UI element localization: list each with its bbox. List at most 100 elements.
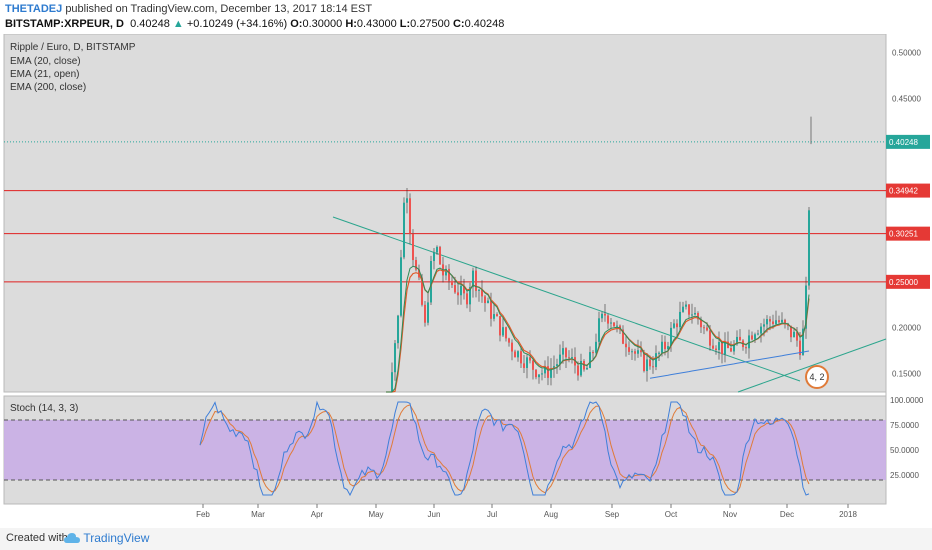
candle-body <box>736 336 738 345</box>
candle-body <box>505 327 507 339</box>
candle-body <box>730 348 732 352</box>
candle-body <box>454 285 456 293</box>
last-price: 0.40248 <box>130 18 170 30</box>
candle-body <box>751 335 753 340</box>
candle-body <box>673 323 675 328</box>
candle-body <box>760 326 762 334</box>
candle-body <box>625 343 627 348</box>
candle-body <box>784 319 786 324</box>
candle-body <box>745 347 747 349</box>
candle-body <box>697 313 699 320</box>
candle-body <box>535 369 537 378</box>
candle-body <box>709 330 711 346</box>
candle-body <box>439 246 441 265</box>
low-value: 0.27500 <box>410 18 450 30</box>
candles <box>388 116 812 392</box>
candle-body <box>769 319 771 322</box>
price-axis[interactable] <box>886 34 932 504</box>
candle-body <box>721 342 723 355</box>
x-tick-label: Aug <box>544 510 558 519</box>
publish-header: THETADEJ published on TradingView.com, D… <box>5 3 372 15</box>
candle-body <box>598 318 600 342</box>
price-change: +0.10249 (+34.16%) <box>186 18 288 30</box>
main-pane[interactable] <box>3 33 887 393</box>
ema200-line <box>649 350 810 379</box>
candle-body <box>658 352 660 354</box>
x-tick-label: May <box>368 510 383 519</box>
candle-body <box>589 352 591 368</box>
candle-body <box>532 360 534 370</box>
candle-body <box>793 331 795 338</box>
candle-body <box>637 350 639 354</box>
candle-body <box>391 372 393 392</box>
candle-body <box>424 304 426 323</box>
y-tick-label: 0.20000 <box>892 324 921 333</box>
legend-ema200: EMA (200, close) <box>10 82 86 93</box>
candle-body <box>655 353 657 368</box>
candle-body <box>718 342 720 350</box>
candle-body <box>652 366 654 368</box>
candle-body <box>529 357 531 361</box>
candle-body <box>565 348 567 358</box>
candle-body <box>577 365 579 376</box>
candle-body <box>595 341 597 353</box>
candle-body <box>496 314 498 317</box>
price-chart[interactable]: 0.500000.450000.400000.350000.300000.250… <box>0 33 932 530</box>
candle-body <box>475 270 477 291</box>
candle-body <box>604 313 606 316</box>
stoch-tick-label: 75.0000 <box>890 421 919 430</box>
candle-body <box>547 366 549 378</box>
candle-body <box>748 335 750 349</box>
candle-body <box>403 202 405 258</box>
close-value: 0.40248 <box>464 18 505 30</box>
candle-body <box>727 341 729 349</box>
ascending-trendline[interactable] <box>737 338 887 393</box>
candle-body <box>757 333 759 335</box>
publish-info: published on TradingView.com, December 1… <box>65 3 373 15</box>
candle-body <box>448 268 450 281</box>
candle-body <box>754 334 756 340</box>
level-label: 0.25000 <box>889 278 918 287</box>
candle-body <box>766 319 768 325</box>
candle-body <box>640 350 642 353</box>
candle-body <box>415 260 417 270</box>
candle-body <box>568 357 570 359</box>
symbol-label: BITSTAMP:XRPEUR, D <box>5 18 124 30</box>
candle-body <box>733 344 735 352</box>
cloud-icon <box>64 532 80 543</box>
legend-title: Ripple / Euro, D, BITSTAMP <box>10 42 136 53</box>
candle-body <box>541 373 543 375</box>
candle-body <box>430 261 432 303</box>
x-tick-label: Sep <box>605 510 620 519</box>
up-arrow-icon: ▲ <box>172 18 184 30</box>
candle-body <box>580 360 582 376</box>
candle-body <box>607 315 609 324</box>
candle-body <box>646 359 648 372</box>
candle-body <box>724 341 726 355</box>
candle-body <box>412 233 414 261</box>
candle-body <box>592 352 594 354</box>
candle-body <box>451 280 453 286</box>
stoch-label: Stoch (14, 3, 3) <box>10 403 78 414</box>
candle-body <box>571 357 573 359</box>
candle-body <box>514 351 516 358</box>
candle-body <box>445 268 447 276</box>
high-value: 0.43000 <box>356 18 397 30</box>
candle-body <box>682 306 684 312</box>
chart-area[interactable]: 0.500000.450000.400000.350000.300000.250… <box>0 33 932 530</box>
candle-body <box>670 327 672 347</box>
author-link[interactable]: THETADEJ <box>5 3 63 15</box>
candle-body <box>553 366 555 369</box>
candle-body <box>781 319 783 323</box>
candle-body <box>427 302 429 323</box>
x-tick-label: 2018 <box>839 510 857 519</box>
stoch-k-line <box>199 400 810 497</box>
candle-body <box>517 351 519 358</box>
candle-body <box>712 345 714 349</box>
tradingview-logo[interactable]: TradingView <box>64 530 149 545</box>
candle-body <box>676 323 678 328</box>
candle-body <box>472 270 474 288</box>
events-badge[interactable]: 4, 2 <box>805 365 829 389</box>
candle-body <box>559 354 561 365</box>
candle-body <box>613 322 615 327</box>
